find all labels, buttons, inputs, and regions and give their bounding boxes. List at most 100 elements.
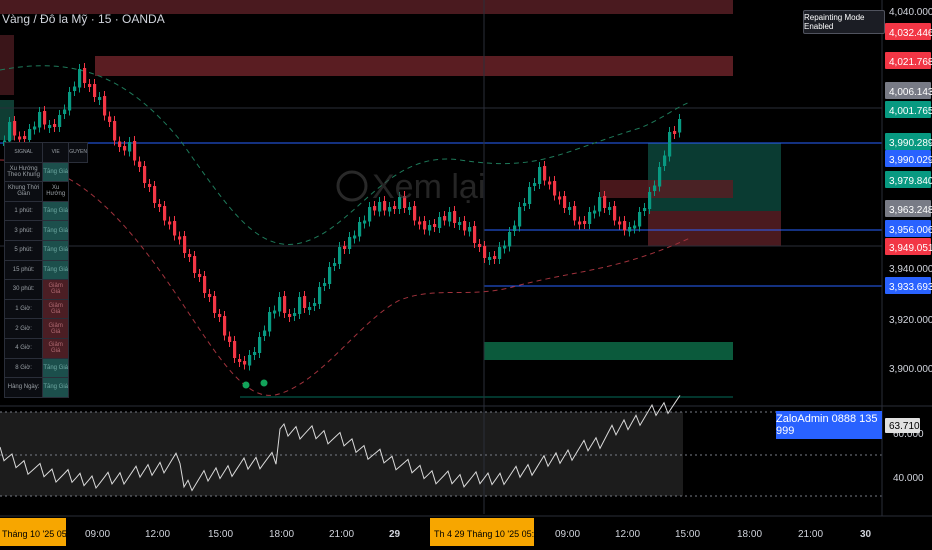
candle-body bbox=[338, 247, 342, 264]
candle-body bbox=[228, 336, 232, 342]
candle-body bbox=[628, 227, 632, 232]
time-label: 12:00 bbox=[145, 529, 170, 540]
candle-body bbox=[618, 221, 622, 225]
candle-body bbox=[463, 221, 467, 231]
candle-body bbox=[148, 184, 152, 187]
candle-body bbox=[198, 274, 202, 277]
trend-table-row: 2 Giờ: Giảm Giá bbox=[3, 318, 88, 339]
candle-body bbox=[428, 225, 432, 231]
top-header-cell: GUYEN bbox=[68, 142, 88, 163]
candle-body bbox=[518, 207, 522, 227]
candle-body bbox=[168, 221, 172, 225]
trend-cell: Tăng Giá bbox=[42, 377, 70, 398]
price-tick: 3,920.000 bbox=[889, 315, 932, 326]
candle-body bbox=[413, 206, 417, 221]
candle-body bbox=[343, 246, 347, 249]
price-label: 3,990.029 bbox=[889, 155, 932, 166]
timeframe-cell: 5 phút: bbox=[3, 239, 44, 261]
price-label: 4,001.765 bbox=[889, 106, 932, 117]
candle-body bbox=[598, 197, 602, 212]
candle-body bbox=[643, 208, 647, 211]
trend-table-row: 15 phút: Tăng Giá bbox=[3, 259, 88, 281]
top-header-cell: VIE bbox=[42, 142, 70, 163]
candle-body bbox=[408, 207, 412, 210]
time-label: 09:00 bbox=[85, 529, 110, 540]
candle-body bbox=[193, 256, 197, 273]
timeframe-cell: 2 Giờ: bbox=[3, 318, 44, 339]
time-label: 12:00 bbox=[615, 529, 640, 540]
price-label-bg bbox=[885, 101, 931, 118]
candle-body bbox=[153, 186, 157, 203]
zalo-admin-label: ZaloAdmin 0888 135 999 bbox=[776, 411, 882, 439]
oscillator-pane bbox=[0, 412, 683, 496]
trend-cell: Giảm Giá bbox=[42, 337, 70, 359]
candle-body bbox=[663, 155, 667, 166]
candle-body bbox=[538, 167, 542, 184]
candle-body bbox=[398, 197, 402, 209]
price-label-bg bbox=[885, 150, 931, 167]
candle-body bbox=[33, 126, 37, 130]
trend-cell: Tăng Giá bbox=[42, 220, 70, 241]
timeframe-cell: Khung Thời Gian bbox=[3, 181, 44, 202]
trend-cell: Tăng Giá bbox=[42, 161, 70, 183]
candle-body bbox=[208, 294, 212, 297]
candle-body bbox=[88, 84, 92, 87]
trend-table-row: Hàng Ngày: Tăng Giá bbox=[3, 377, 88, 398]
candle-body bbox=[443, 216, 447, 221]
trend-table-row: Xu Hướng Theo Khung Tăng Giá bbox=[3, 161, 88, 183]
price-label-bg bbox=[885, 200, 931, 217]
trend-table-row: 4 Giờ: Giảm Giá bbox=[3, 337, 88, 359]
candle-body bbox=[18, 136, 22, 140]
candle-body bbox=[403, 196, 407, 208]
price-label-bg bbox=[885, 23, 931, 40]
candle-body bbox=[673, 131, 677, 134]
candle-body bbox=[213, 296, 217, 313]
time-label: 15:00 bbox=[675, 529, 700, 540]
timeframe-cell: 15 phút: bbox=[3, 259, 44, 281]
candle-body bbox=[283, 296, 287, 313]
candle-body bbox=[13, 121, 17, 136]
candle-body bbox=[603, 196, 607, 208]
supply-zone-top bbox=[0, 0, 733, 14]
candle-body bbox=[388, 207, 392, 212]
candle-body bbox=[163, 206, 167, 221]
time-label: 18:00 bbox=[737, 529, 762, 540]
trend-cell: Giảm Giá bbox=[42, 318, 70, 339]
candle-body bbox=[593, 210, 597, 214]
timeframe-cell: Hàng Ngày: bbox=[3, 377, 44, 398]
buy-signal-markers bbox=[242, 379, 268, 389]
small-red-zone bbox=[600, 180, 733, 198]
oscillator-line bbox=[0, 395, 681, 492]
candle-body bbox=[523, 203, 527, 206]
time-label: 21:00 bbox=[798, 529, 823, 540]
candle-body bbox=[23, 136, 27, 139]
trend-table-row: 1 Giờ: Giảm Giá bbox=[3, 298, 88, 320]
candle-body bbox=[303, 296, 307, 308]
trend-table-row: 5 phút: Tăng Giá bbox=[3, 239, 88, 261]
candle-body bbox=[143, 166, 147, 183]
candle-body bbox=[108, 116, 112, 122]
buy-signal-dot bbox=[260, 379, 268, 387]
candle-body bbox=[293, 313, 297, 316]
candle-body bbox=[278, 297, 282, 312]
candle-body bbox=[128, 142, 132, 152]
candle-body bbox=[268, 312, 272, 332]
candle-body bbox=[648, 192, 652, 209]
price-label-bg bbox=[885, 277, 931, 294]
candle-body bbox=[573, 206, 577, 221]
price-tick: 3,900.000 bbox=[889, 364, 932, 375]
candle-body bbox=[468, 227, 472, 232]
price-label: 3,963.248 bbox=[889, 205, 932, 216]
candle-body bbox=[568, 207, 572, 210]
price-label: 4,032.446 bbox=[889, 28, 932, 39]
candle-body bbox=[378, 202, 382, 212]
candle-body bbox=[503, 245, 507, 249]
candle-body bbox=[113, 121, 117, 141]
trend-cell: Giảm Giá bbox=[42, 279, 70, 300]
candle-body bbox=[608, 207, 612, 210]
candle-body bbox=[543, 166, 547, 181]
candle-body bbox=[133, 141, 137, 161]
trend-cell: Tăng Giá bbox=[42, 259, 70, 281]
candle-body bbox=[243, 361, 247, 365]
